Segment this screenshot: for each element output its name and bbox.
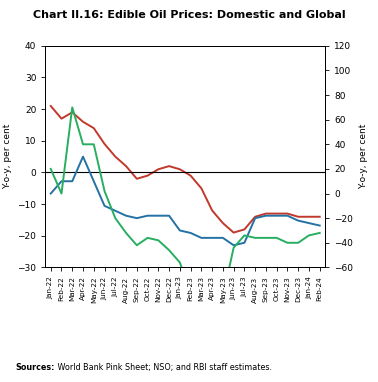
- Text: Chart II.16: Edible Oil Prices: Domestic and Global: Chart II.16: Edible Oil Prices: Domestic…: [33, 10, 345, 19]
- Global palm oil (right scale): [318, 231, 322, 235]
- CPI oils and fats: [199, 186, 204, 191]
- Global oils and meals (right scale): [210, 236, 214, 240]
- CPI oils and fats: [285, 211, 290, 216]
- Global oils and meals (right scale): [91, 179, 96, 183]
- CPI oils and fats: [59, 117, 64, 121]
- Global oils and meals (right scale): [145, 214, 150, 218]
- Global palm oil (right scale): [210, 295, 214, 299]
- Global palm oil (right scale): [296, 241, 301, 245]
- Global oils and meals (right scale): [81, 154, 85, 159]
- Global palm oil (right scale): [253, 236, 257, 240]
- CPI oils and fats: [210, 208, 214, 213]
- CPI oils and fats: [156, 167, 161, 172]
- Global palm oil (right scale): [156, 238, 161, 243]
- Global oils and meals (right scale): [48, 191, 53, 196]
- Global oils and meals (right scale): [296, 219, 301, 223]
- Global oils and meals (right scale): [102, 204, 107, 208]
- Global oils and meals (right scale): [242, 241, 247, 245]
- Global oils and meals (right scale): [307, 221, 311, 225]
- Text: World Bank Pink Sheet; NSO; and RBI staff estimates.: World Bank Pink Sheet; NSO; and RBI staf…: [55, 363, 272, 372]
- Global oils and meals (right scale): [113, 209, 118, 213]
- CPI oils and fats: [318, 214, 322, 219]
- CPI oils and fats: [178, 167, 182, 172]
- Y-axis label: Y-o-y, per cent: Y-o-y, per cent: [359, 124, 368, 189]
- CPI oils and fats: [135, 176, 139, 181]
- Global palm oil (right scale): [70, 105, 74, 110]
- Global oils and meals (right scale): [231, 243, 236, 248]
- Line: Global oils and meals (right scale): Global oils and meals (right scale): [51, 157, 320, 245]
- CPI oils and fats: [188, 173, 193, 178]
- Global oils and meals (right scale): [253, 216, 257, 220]
- Global oils and meals (right scale): [188, 231, 193, 235]
- CPI oils and fats: [124, 164, 128, 168]
- CPI oils and fats: [274, 211, 279, 216]
- CPI oils and fats: [145, 173, 150, 178]
- CPI oils and fats: [231, 230, 236, 235]
- Global palm oil (right scale): [188, 290, 193, 294]
- Global palm oil (right scale): [274, 236, 279, 240]
- Global oils and meals (right scale): [221, 236, 225, 240]
- CPI oils and fats: [167, 164, 171, 168]
- Global palm oil (right scale): [231, 245, 236, 250]
- Global palm oil (right scale): [135, 243, 139, 248]
- Global oils and meals (right scale): [156, 214, 161, 218]
- Global palm oil (right scale): [178, 260, 182, 265]
- Global oils and meals (right scale): [70, 179, 74, 183]
- Global palm oil (right scale): [167, 248, 171, 253]
- CPI oils and fats: [296, 214, 301, 219]
- Global palm oil (right scale): [91, 142, 96, 147]
- Global oils and meals (right scale): [167, 214, 171, 218]
- Global palm oil (right scale): [113, 216, 118, 220]
- CPI oils and fats: [102, 142, 107, 146]
- CPI oils and fats: [221, 221, 225, 225]
- Line: CPI oils and fats: CPI oils and fats: [51, 106, 320, 233]
- Global palm oil (right scale): [48, 167, 53, 171]
- Global palm oil (right scale): [307, 233, 311, 238]
- Global palm oil (right scale): [221, 295, 225, 299]
- Global palm oil (right scale): [199, 290, 204, 294]
- Global palm oil (right scale): [102, 189, 107, 193]
- Line: Global palm oil (right scale): Global palm oil (right scale): [51, 107, 320, 297]
- CPI oils and fats: [48, 104, 53, 108]
- Global oils and meals (right scale): [199, 236, 204, 240]
- CPI oils and fats: [263, 211, 268, 216]
- CPI oils and fats: [91, 126, 96, 130]
- CPI oils and fats: [242, 227, 247, 232]
- Text: Sources:: Sources:: [15, 363, 54, 372]
- Global palm oil (right scale): [145, 236, 150, 240]
- Global oils and meals (right scale): [263, 214, 268, 218]
- CPI oils and fats: [307, 214, 311, 219]
- Global oils and meals (right scale): [135, 216, 139, 220]
- Global oils and meals (right scale): [178, 228, 182, 233]
- Global oils and meals (right scale): [274, 214, 279, 218]
- Global oils and meals (right scale): [285, 214, 290, 218]
- Global palm oil (right scale): [242, 233, 247, 238]
- Global oils and meals (right scale): [124, 214, 128, 218]
- Global palm oil (right scale): [263, 236, 268, 240]
- Global palm oil (right scale): [81, 142, 85, 147]
- Global palm oil (right scale): [285, 241, 290, 245]
- Global palm oil (right scale): [124, 231, 128, 235]
- Global palm oil (right scale): [59, 191, 64, 196]
- CPI oils and fats: [253, 214, 257, 219]
- Global oils and meals (right scale): [59, 179, 64, 183]
- CPI oils and fats: [81, 120, 85, 124]
- Global oils and meals (right scale): [318, 223, 322, 228]
- CPI oils and fats: [113, 154, 118, 159]
- CPI oils and fats: [70, 110, 74, 115]
- Y-axis label: Y-o-y, per cent: Y-o-y, per cent: [3, 124, 12, 189]
